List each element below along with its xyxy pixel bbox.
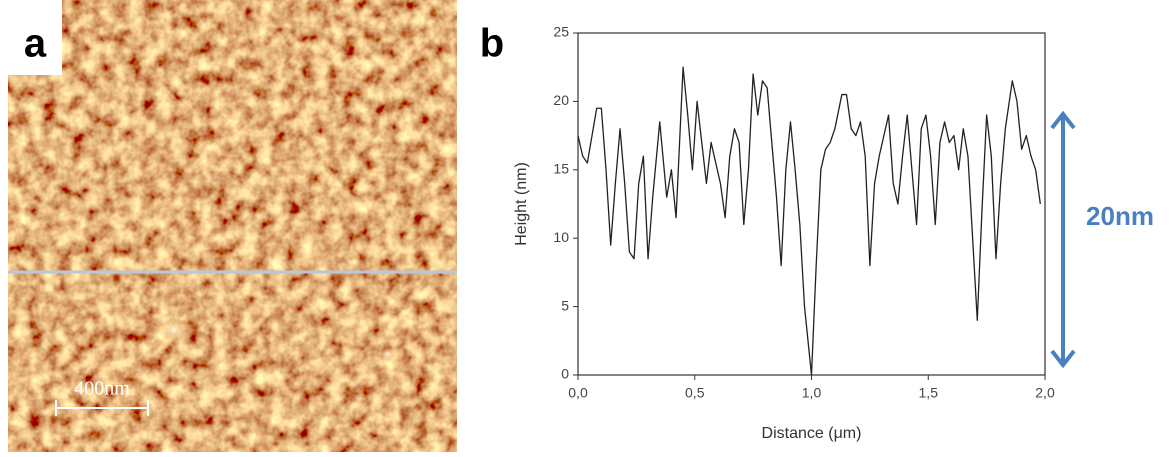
y-tick-label: 10 <box>553 229 569 245</box>
afm-image: 400nm a <box>8 0 457 452</box>
y-tick-label: 5 <box>561 297 569 313</box>
panel-label: a <box>24 22 47 66</box>
y-axis-label: Height (nm) <box>513 162 530 246</box>
x-tick-label: 0,0 <box>568 385 588 401</box>
y-tick-label: 15 <box>553 161 569 177</box>
chart: 0 5 10 15 20 25 0,0 0,5 1,0 1,5 2,0 Distance (μm) He… <box>513 24 1055 443</box>
x-tick-label: 1,5 <box>919 385 939 401</box>
panel-label: b <box>480 22 504 66</box>
x-axis-label: Distance (μm) <box>762 425 862 442</box>
profile-line <box>577 66 1041 376</box>
y-tick-label: 0 <box>561 366 569 382</box>
plot-frame <box>577 32 1046 376</box>
y-tick-label: 20 <box>553 92 569 108</box>
y-tick-label: 25 <box>553 24 569 40</box>
x-tick-label: 0,5 <box>685 385 705 401</box>
x-tick-label: 2,0 <box>1035 385 1055 401</box>
scale-bar-label: 400nm <box>74 378 130 400</box>
range-label: 20nm <box>1086 201 1154 231</box>
x-tick-label: 1,0 <box>802 385 822 401</box>
range-arrow <box>1050 110 1076 369</box>
